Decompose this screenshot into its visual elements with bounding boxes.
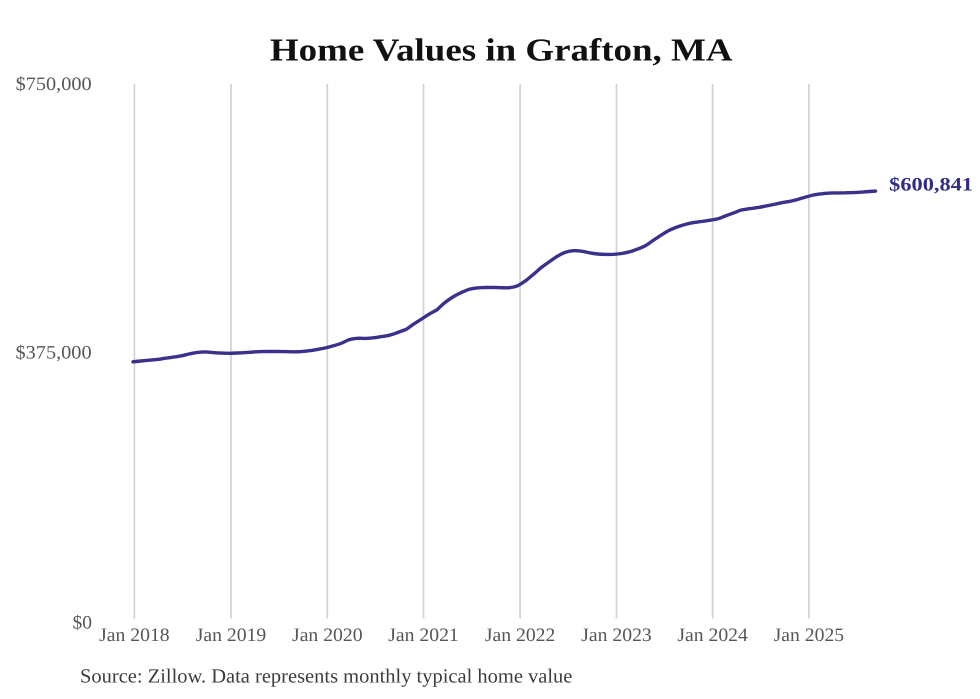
svg-text:$600,841: $600,841 (889, 174, 973, 195)
svg-text:Jan 2022: Jan 2022 (485, 625, 556, 646)
svg-text:Jan 2018: Jan 2018 (99, 625, 170, 646)
svg-text:Jan 2021: Jan 2021 (388, 625, 459, 646)
svg-text:Source: Zillow. Data represent: Source: Zillow. Data represents monthly … (80, 666, 573, 688)
svg-text:Jan 2023: Jan 2023 (581, 625, 652, 646)
svg-text:$750,000: $750,000 (16, 74, 92, 95)
svg-text:Jan 2025: Jan 2025 (774, 625, 845, 646)
svg-text:Jan 2020: Jan 2020 (292, 625, 363, 646)
svg-text:Jan 2019: Jan 2019 (196, 625, 267, 646)
svg-text:$0: $0 (73, 613, 93, 634)
svg-text:Jan 2024: Jan 2024 (677, 625, 748, 646)
svg-text:$375,000: $375,000 (16, 342, 92, 363)
svg-text:Home Values in Grafton, MA: Home Values in Grafton, MA (270, 32, 733, 68)
